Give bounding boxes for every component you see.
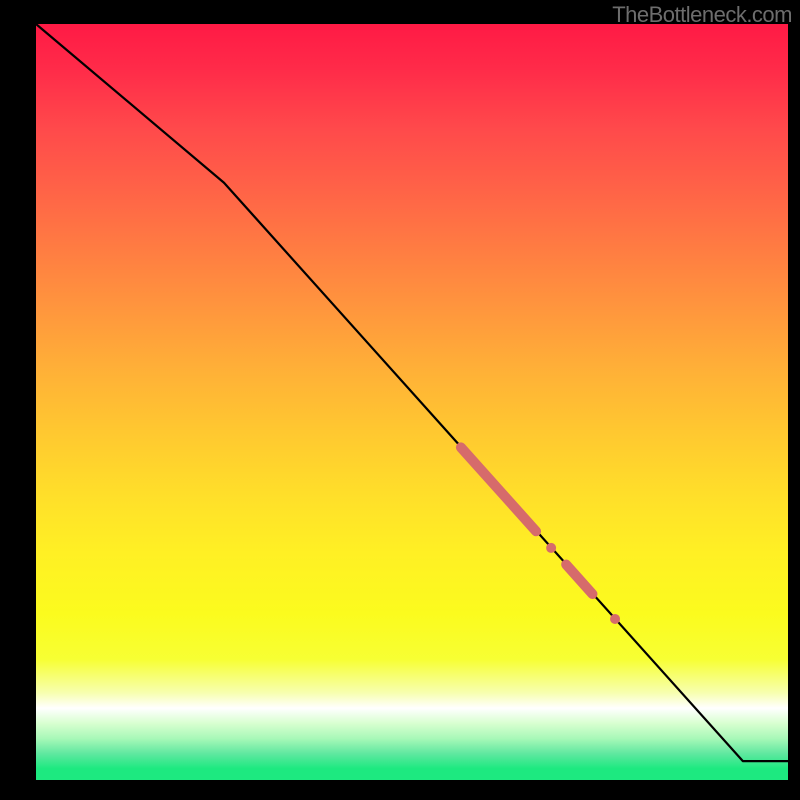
- plot-area: [36, 24, 788, 780]
- highlight-dot-0: [546, 543, 556, 553]
- line-layer: [36, 24, 788, 761]
- highlight-segment-0: [461, 447, 536, 531]
- chart-svg: [36, 24, 788, 780]
- main-curve: [36, 24, 788, 761]
- highlight-segment-1: [566, 565, 592, 594]
- highlight-dot-1: [610, 614, 620, 624]
- highlight-layer: [461, 447, 593, 594]
- chart-container: TheBottleneck.com: [0, 0, 800, 800]
- watermark-text: TheBottleneck.com: [612, 2, 792, 28]
